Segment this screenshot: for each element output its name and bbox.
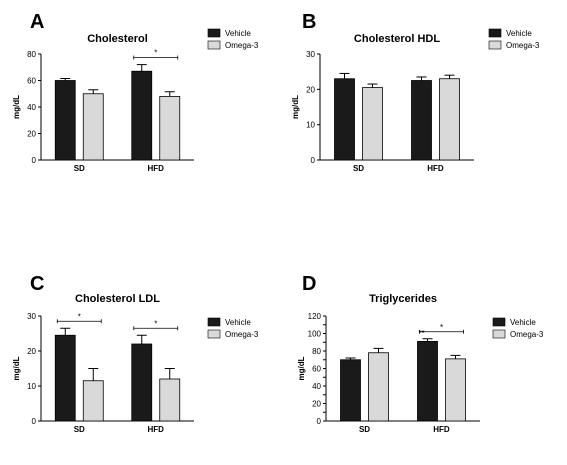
bar-vehicle-hfd [411,80,432,161]
bar-vehicle-hfd [131,343,153,422]
y-tick-label: 20 [27,130,36,139]
legend-label: Vehicle [225,29,251,38]
legend: Vehicle Omega-3 [488,28,540,50]
chart-panel-b: B Cholesterol HDL 0 10 20 30 mg/dL SD HFD Vehicle… [291,11,540,173]
x-tick-label: HFD [433,425,450,434]
bar-vehicle-sd [340,359,361,422]
panel-letter: D [302,273,316,295]
y-tick-label: 30 [27,312,36,321]
y-tick-label: 40 [312,382,321,391]
y-tick-label: 0 [32,156,37,165]
x-tick-label: HFD [148,164,165,173]
legend-label: Omega-3 [225,330,259,339]
bar-vehicle-hfd [417,340,438,422]
bar-omega-3-hfd [439,78,460,161]
legend-label: Omega-3 [225,41,259,50]
x-tick-label: SD [74,164,85,173]
y-tick-label: 120 [308,312,322,321]
y-tick-label: 20 [306,85,315,94]
bar-omega-3-sd [82,93,104,161]
panel-letter: B [302,11,316,33]
x-tick-label: SD [359,425,370,434]
y-tick-label: 0 [311,156,316,165]
significance-label: * [154,319,157,328]
significance-label: * [154,49,157,58]
panel-letter: A [30,11,44,33]
chart-panel-a: A Cholesterol 0 20 40 60 80 mg/dL SD HFD * Vehicle O… [12,11,259,173]
legend-swatch [492,317,506,327]
bar-vehicle-sd [334,78,355,161]
significance-label: ** [418,329,424,338]
legend: Vehicle Omega-3 [207,28,259,50]
legend-swatch [488,40,502,50]
legend-swatch [207,40,221,50]
bar-omega-3-hfd [159,378,181,422]
significance-label: * [78,312,81,321]
bar-vehicle-sd [54,334,76,422]
legend-label: Vehicle [225,318,251,327]
y-tick-label: 20 [312,400,321,409]
y-tick-label: 10 [27,382,36,391]
y-tick-label: 0 [317,417,322,426]
y-axis-label: mg/dL [291,95,300,119]
bar-omega-3-sd [82,380,104,422]
y-axis-label: mg/dL [297,356,306,380]
legend-label: Omega-3 [510,330,544,339]
panel-letter: C [30,273,44,295]
x-tick-label: HFD [148,425,165,434]
y-axis-label: mg/dL [12,356,21,380]
chart-title: Cholesterol HDL [354,33,440,45]
x-tick-label: HFD [427,164,444,173]
y-tick-label: 80 [312,347,321,356]
chart-panel-c: C Cholesterol LDL 0 10 20 30 mg/dL SD HFD * * Vehic… [12,273,259,434]
y-tick-label: 20 [27,347,36,356]
legend: Vehicle Omega-3 [207,317,259,339]
x-tick-label: SD [353,164,364,173]
legend-label: Vehicle [510,318,536,327]
y-tick-label: 80 [27,50,36,59]
bar-vehicle-sd [54,80,76,161]
chart-title: Cholesterol LDL [75,293,160,305]
y-tick-label: 60 [312,365,321,374]
legend-label: Vehicle [506,29,532,38]
legend-label: Omega-3 [506,41,540,50]
y-tick-label: 30 [306,50,315,59]
y-tick-label: 10 [306,121,315,130]
legend-swatch [207,329,221,339]
bar-omega-3-hfd [445,358,466,422]
y-tick-label: 40 [27,103,36,112]
y-tick-label: 60 [27,77,36,86]
y-axis-label: mg/dL [12,95,21,119]
legend-swatch [492,329,506,339]
y-tick-label: 0 [32,417,37,426]
chart-panel-d: D Triglycerides 0 20 40 60 80 100 120 mg/dL SD HFD *… [297,273,544,434]
bar-vehicle-hfd [131,70,153,161]
chart-title: Triglycerides [369,293,437,305]
bar-omega-3-hfd [159,96,181,161]
legend: Vehicle Omega-3 [492,317,544,339]
bar-omega-3-sd [368,352,389,422]
bar-omega-3-sd [362,87,383,161]
y-tick-label: 100 [308,330,322,339]
chart-title: Cholesterol [87,33,148,45]
significance-label: * [440,323,443,332]
legend-swatch [207,28,221,38]
x-tick-label: SD [74,425,85,434]
legend-swatch [207,317,221,327]
legend-swatch [488,28,502,38]
